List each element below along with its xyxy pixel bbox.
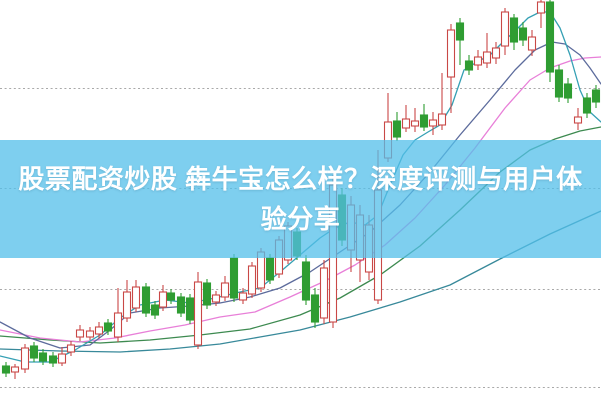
candle-body	[85, 330, 95, 338]
banner-title-line2: 验分享	[260, 204, 341, 234]
candle-body	[500, 11, 510, 47]
candle-body	[122, 291, 132, 319]
candle-body	[509, 17, 519, 43]
candle-body	[410, 120, 420, 127]
candle-body	[527, 36, 537, 51]
candle-body	[247, 265, 257, 295]
candle-body	[319, 267, 329, 319]
candle-body	[141, 286, 151, 314]
candle-body	[20, 347, 30, 370]
candle-body	[211, 294, 221, 303]
candle-body	[591, 89, 601, 103]
candle-body	[66, 344, 76, 353]
candle-body	[582, 97, 592, 114]
candle-body	[166, 292, 176, 301]
candle-body	[131, 286, 141, 309]
candle-body	[473, 56, 483, 66]
candle-body	[193, 281, 203, 346]
candle-body	[491, 47, 501, 59]
candle-body	[229, 257, 239, 299]
candle-body	[301, 261, 311, 301]
candle-body	[310, 294, 320, 323]
candle-body	[464, 60, 474, 71]
candle-body	[265, 257, 275, 281]
candle-body	[150, 304, 160, 316]
candle-body	[1, 365, 11, 374]
candle-body	[455, 22, 465, 41]
candle-body	[554, 69, 564, 98]
candle-body	[176, 296, 186, 314]
ma-mid-magenta	[0, 56, 601, 343]
candle-body	[446, 29, 456, 78]
candle-body	[29, 345, 39, 359]
candle-body	[573, 116, 583, 124]
ma-slowest-darkteal	[0, 210, 601, 353]
candle-body	[94, 326, 104, 335]
candle-body	[57, 353, 67, 364]
candle-body	[536, 1, 546, 14]
candle-body	[103, 322, 113, 332]
banner-title-line1: 股票配资炒股 犇牛宝怎么样？深度评测与用户体	[18, 164, 583, 194]
candle-body	[392, 120, 402, 138]
candle-body	[437, 113, 447, 126]
candle-body	[419, 114, 429, 128]
candle-body	[48, 355, 58, 364]
candle-body	[238, 292, 248, 301]
candle-body	[38, 352, 48, 362]
candle-body	[220, 282, 230, 298]
promo-banner: 股票配资炒股 犇牛宝怎么样？深度评测与用户体 验分享	[0, 140, 601, 258]
candle-body	[563, 83, 573, 99]
banner-tint-layer	[0, 140, 601, 258]
candle-body	[10, 366, 20, 373]
candle-body	[75, 329, 85, 338]
candle-body	[545, 1, 555, 73]
candle-body	[113, 312, 123, 338]
candle-body	[158, 291, 168, 308]
candle-body	[185, 297, 195, 321]
candle-body	[401, 118, 411, 129]
candle-body	[428, 119, 438, 127]
candle-body	[482, 51, 492, 64]
candle-body	[518, 27, 528, 41]
candle-body	[202, 282, 212, 306]
